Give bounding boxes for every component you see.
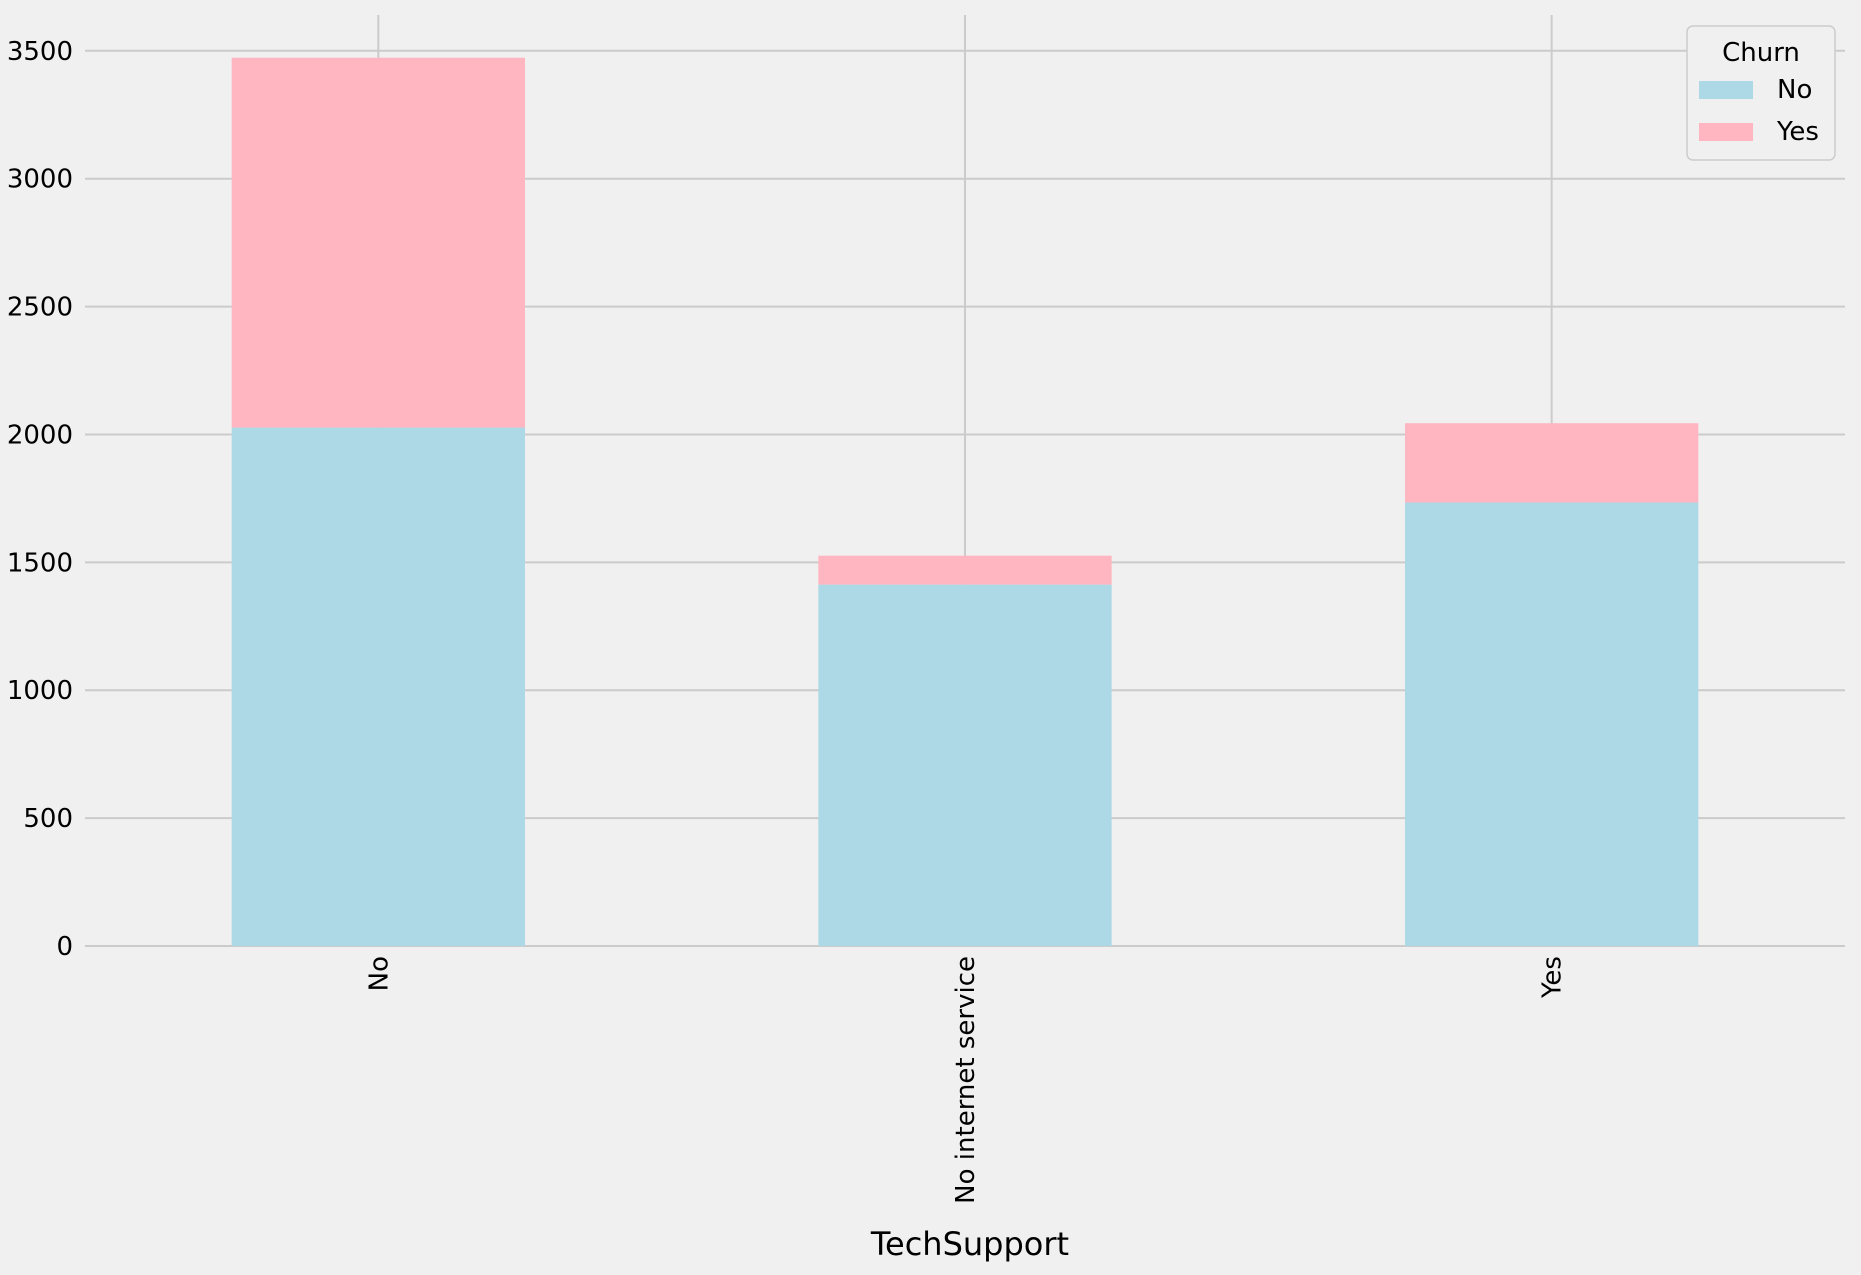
legend-label: No [1777, 75, 1812, 105]
y-tick-label: 3500 [7, 37, 73, 67]
legend-swatch [1699, 123, 1753, 141]
x-axis-ticks: No No internet service Yes [364, 956, 1567, 1204]
bar-segment [1405, 423, 1699, 503]
bars-layer [231, 57, 1699, 946]
x-tick-label: Yes [1538, 956, 1568, 999]
legend-title: Churn [1722, 38, 1800, 68]
bar-segment [1405, 502, 1699, 946]
y-tick-label: 3000 [7, 165, 73, 195]
y-tick-label: 2000 [7, 420, 73, 450]
y-axis-ticks: 0 500 1000 1500 2000 2500 3000 3500 [7, 37, 73, 962]
x-tick-label: No [364, 956, 394, 991]
x-tick-label: No internet service [951, 956, 981, 1204]
legend: Churn No Yes [1686, 25, 1836, 161]
bar-segment [818, 555, 1112, 585]
y-tick-label: 2500 [7, 293, 73, 323]
bar-segment [818, 584, 1112, 946]
legend-label: Yes [1776, 117, 1819, 147]
y-tick-label: 1000 [7, 676, 73, 706]
y-tick-label: 0 [56, 932, 73, 962]
legend-swatch [1699, 81, 1753, 99]
x-axis-title: TechSupport [870, 1225, 1069, 1263]
bar-segment [231, 427, 525, 946]
bar-segment [231, 57, 525, 428]
y-tick-label: 500 [23, 804, 73, 834]
y-tick-label: 1500 [7, 548, 73, 578]
